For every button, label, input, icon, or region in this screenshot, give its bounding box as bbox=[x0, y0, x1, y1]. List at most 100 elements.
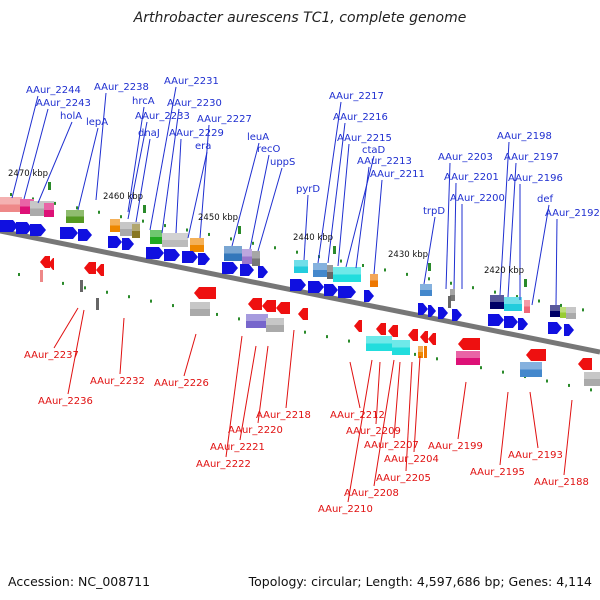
reverse-gene-arrow bbox=[408, 329, 418, 341]
reverse-gene-label[interactable]: AAur_2208 bbox=[344, 488, 399, 499]
reverse-gene-label[interactable]: AAur_2210 bbox=[318, 504, 373, 515]
scale-dot bbox=[106, 290, 108, 294]
reverse-gene-label[interactable]: AAur_2204 bbox=[384, 454, 439, 465]
reverse-gene-label[interactable]: AAur_2212 bbox=[330, 410, 385, 421]
scale-dot bbox=[208, 232, 210, 236]
gene-block bbox=[524, 300, 530, 313]
forward-gene-arrow bbox=[290, 279, 306, 291]
forward-gene-label[interactable]: hrcA bbox=[132, 96, 155, 107]
forward-gene-label[interactable]: AAur_2231 bbox=[164, 76, 219, 87]
forward-leader-line bbox=[327, 122, 346, 264]
forward-gene-label[interactable]: AAur_2243 bbox=[36, 98, 91, 109]
forward-gene-label[interactable]: ctaD bbox=[362, 145, 386, 156]
forward-gene-label[interactable]: AAur_2230 bbox=[167, 98, 222, 109]
forward-gene-label[interactable]: era bbox=[195, 141, 211, 152]
gene-block bbox=[450, 289, 455, 301]
forward-gene-label[interactable]: dnaJ bbox=[138, 128, 160, 139]
gene-block bbox=[0, 197, 22, 212]
reverse-gene-label[interactable]: AAur_2207 bbox=[364, 440, 419, 451]
forward-gene-label[interactable]: pyrD bbox=[296, 184, 320, 195]
forward-gene-arrow bbox=[418, 303, 428, 315]
reverse-leader-line bbox=[239, 345, 257, 441]
forward-gene-label[interactable]: AAur_2233 bbox=[135, 111, 190, 122]
forward-gene-label[interactable]: holA bbox=[60, 111, 82, 122]
reverse-gene-label[interactable]: AAur_2237 bbox=[24, 350, 79, 361]
reverse-gene-label[interactable]: AAur_2205 bbox=[376, 473, 431, 484]
forward-gene-label[interactable]: AAur_2213 bbox=[357, 156, 412, 167]
reverse-gene-label[interactable]: AAur_2218 bbox=[256, 410, 311, 421]
forward-gene-arrow bbox=[364, 290, 374, 302]
genome-title: Arthrobacter aurescens TC1, complete gen… bbox=[133, 10, 467, 26]
forward-gene-label[interactable]: AAur_2196 bbox=[508, 173, 563, 184]
reverse-gene-arrow bbox=[298, 308, 308, 320]
forward-leader-line bbox=[373, 179, 383, 275]
forward-gene-label[interactable]: AAur_2215 bbox=[337, 133, 392, 144]
reverse-leader-line bbox=[285, 329, 295, 409]
gene-block bbox=[266, 318, 284, 332]
forward-gene-label[interactable]: AAur_2238 bbox=[94, 82, 149, 93]
reverse-gene-label[interactable]: AAur_2232 bbox=[90, 376, 145, 387]
reverse-gene-label[interactable]: AAur_2199 bbox=[428, 441, 483, 452]
reverse-leader-line bbox=[119, 317, 125, 375]
forward-gene-label[interactable]: AAur_2197 bbox=[504, 152, 559, 163]
forward-gene-label[interactable]: AAur_2227 bbox=[197, 114, 252, 125]
reverse-leader-line bbox=[183, 333, 197, 377]
forward-gene-arrow bbox=[428, 305, 436, 317]
forward-gene-label[interactable]: AAur_2192 bbox=[545, 208, 600, 219]
reverse-leader-line bbox=[347, 359, 373, 503]
scale-dot bbox=[54, 201, 56, 205]
forward-leader-line bbox=[423, 216, 436, 285]
forward-gene-label[interactable]: recO bbox=[257, 144, 281, 155]
forward-gene-label[interactable]: AAur_2203 bbox=[438, 152, 493, 163]
reverse-gene-arrow bbox=[248, 298, 262, 310]
forward-gene-label[interactable]: AAur_2198 bbox=[497, 131, 552, 142]
forward-gene-label[interactable]: AAur_2216 bbox=[333, 112, 388, 123]
reverse-gene-arrow bbox=[194, 287, 216, 299]
reverse-gene-label[interactable]: AAur_2226 bbox=[154, 378, 209, 389]
forward-gene-label[interactable]: AAur_2217 bbox=[329, 91, 384, 102]
gene-block bbox=[252, 251, 260, 266]
scale-dot bbox=[546, 379, 548, 383]
reverse-gene-arrow bbox=[458, 338, 480, 350]
forward-gene-label[interactable]: AAur_2201 bbox=[444, 172, 499, 183]
forward-gene-label[interactable]: lepA bbox=[86, 117, 108, 128]
forward-gene-arrow bbox=[548, 322, 562, 334]
scale-dot bbox=[216, 312, 218, 316]
reverse-leader-line bbox=[457, 381, 467, 440]
reverse-gene-label[interactable]: AAur_2195 bbox=[470, 467, 525, 478]
scale-dot bbox=[98, 210, 100, 214]
reverse-gene-label[interactable]: AAur_2193 bbox=[508, 450, 563, 461]
forward-gene-label[interactable]: AAur_2244 bbox=[26, 85, 81, 96]
reverse-gene-arrow bbox=[420, 331, 428, 343]
gene-block bbox=[246, 314, 268, 328]
scale-dot bbox=[538, 299, 540, 303]
forward-gene-label[interactable]: uppS bbox=[270, 157, 295, 168]
reverse-gene-label[interactable]: AAur_2209 bbox=[346, 426, 401, 437]
forward-leader-line bbox=[127, 121, 148, 220]
forward-gene-label[interactable]: trpD bbox=[423, 206, 445, 217]
reverse-gene-label[interactable]: AAur_2220 bbox=[228, 425, 283, 436]
forward-gene-label[interactable]: AAur_2229 bbox=[169, 128, 224, 139]
reverse-gene-arrow bbox=[48, 258, 54, 270]
forward-gene-label[interactable]: AAur_2211 bbox=[370, 169, 425, 180]
forward-leader-line bbox=[37, 121, 73, 204]
reverse-gene-label[interactable]: AAur_2221 bbox=[210, 442, 265, 453]
reverse-gene-arrow bbox=[578, 358, 592, 370]
reverse-leader-line bbox=[225, 335, 243, 458]
forward-gene-label[interactable]: AAur_2200 bbox=[450, 193, 505, 204]
forward-leader-line bbox=[135, 138, 151, 223]
gene-block bbox=[190, 302, 210, 316]
forward-gene-label[interactable]: def bbox=[537, 194, 554, 205]
reverse-gene-arrow bbox=[354, 320, 362, 332]
reverse-gene-label[interactable]: AAur_2188 bbox=[534, 477, 589, 488]
reverse-gene-label[interactable]: AAur_2236 bbox=[38, 396, 93, 407]
forward-gene-arrow bbox=[146, 247, 164, 259]
reverse-gene-label[interactable]: AAur_2222 bbox=[196, 459, 251, 470]
scale-dot bbox=[436, 357, 438, 361]
gene-block bbox=[560, 307, 566, 318]
forward-gene-label[interactable]: leuA bbox=[247, 132, 269, 143]
forward-leader-line bbox=[555, 218, 558, 306]
reverse-leader-line bbox=[375, 361, 381, 425]
scale-dot bbox=[252, 241, 254, 245]
